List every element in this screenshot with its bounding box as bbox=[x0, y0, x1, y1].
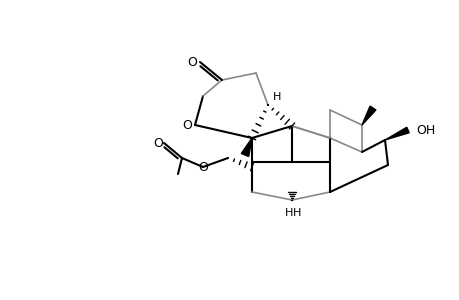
Text: H: H bbox=[272, 92, 281, 102]
Polygon shape bbox=[241, 138, 252, 157]
Text: O: O bbox=[182, 118, 191, 131]
Text: O: O bbox=[153, 136, 162, 149]
Polygon shape bbox=[384, 127, 409, 140]
Text: OH: OH bbox=[415, 124, 434, 136]
Text: H: H bbox=[284, 208, 292, 218]
Text: O: O bbox=[198, 160, 207, 173]
Text: H: H bbox=[292, 208, 301, 218]
Polygon shape bbox=[361, 106, 375, 125]
Text: O: O bbox=[187, 56, 196, 68]
